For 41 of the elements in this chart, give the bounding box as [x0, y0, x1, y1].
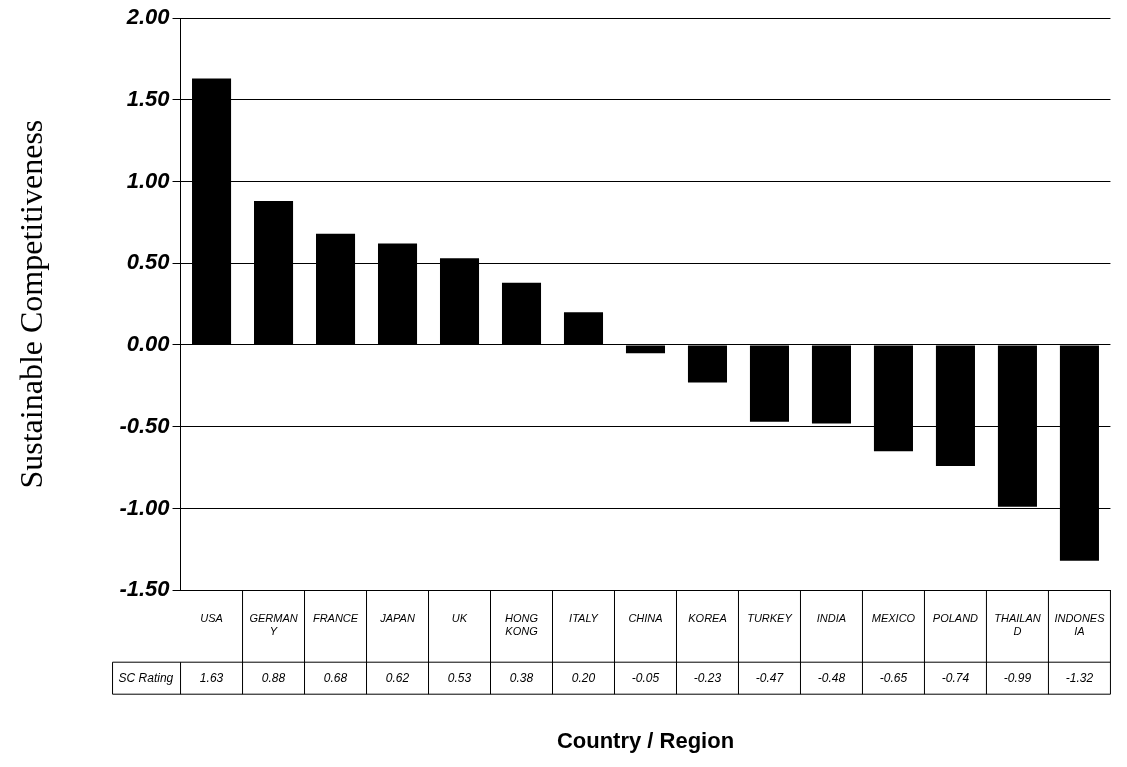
text: -0.65 [879, 670, 908, 685]
x-tick-label: POLAND [932, 611, 979, 624]
text: -0.47 [755, 670, 784, 685]
y-tick-label: 1.50 [126, 85, 171, 111]
text: -0.99 [1003, 670, 1032, 685]
x-tick-label: USA [200, 611, 223, 624]
x-tick-label: GERMANY [249, 611, 298, 638]
text: 0.62 [385, 670, 410, 685]
x-tick-label: MEXICO [871, 611, 916, 624]
text: 0.68 [323, 670, 348, 685]
x-tick-label: CHINA [628, 611, 663, 624]
x-tick-label: FRANCE [312, 611, 359, 624]
text: 0.53 [447, 670, 472, 685]
x-tick-label: INDONESIA [1054, 611, 1106, 638]
y-tick-label: -1.00 [119, 494, 171, 520]
y-tick-label: 1.00 [126, 167, 171, 193]
y-axis-title: Sustainable Competitiveness [12, 119, 49, 489]
y-tick-label: -0.50 [119, 412, 171, 438]
x-tick-label: HONG KONG [505, 611, 539, 638]
x-tick-label: UK [451, 611, 468, 624]
x-tick-label: ITALY [569, 611, 599, 624]
y-tick-label: 2.00 [125, 4, 171, 30]
text: 0.38 [509, 670, 534, 685]
x-tick-label: TURKEY [747, 611, 793, 624]
text: SC Rating [118, 670, 174, 685]
y-tick-label: 0.00 [126, 331, 171, 357]
x-tick-label: THAILAND [994, 611, 1041, 638]
text: 0.88 [261, 670, 286, 685]
text: -0.05 [631, 670, 660, 685]
x-tick-label: INDIA [816, 611, 847, 624]
x-tick-label: JAPAN [379, 611, 415, 624]
text: -0.48 [817, 670, 846, 685]
text: 0.20 [571, 670, 596, 685]
y-tick-label: 0.50 [126, 249, 171, 275]
x-axis-title: Country / Region [556, 727, 735, 753]
text: -0.23 [693, 670, 722, 685]
y-tick-label: -1.50 [119, 576, 171, 602]
text: -1.32 [1065, 670, 1094, 685]
x-tick-label: KOREA [688, 611, 727, 624]
text: 1.63 [199, 670, 224, 685]
text: -0.74 [941, 670, 970, 685]
